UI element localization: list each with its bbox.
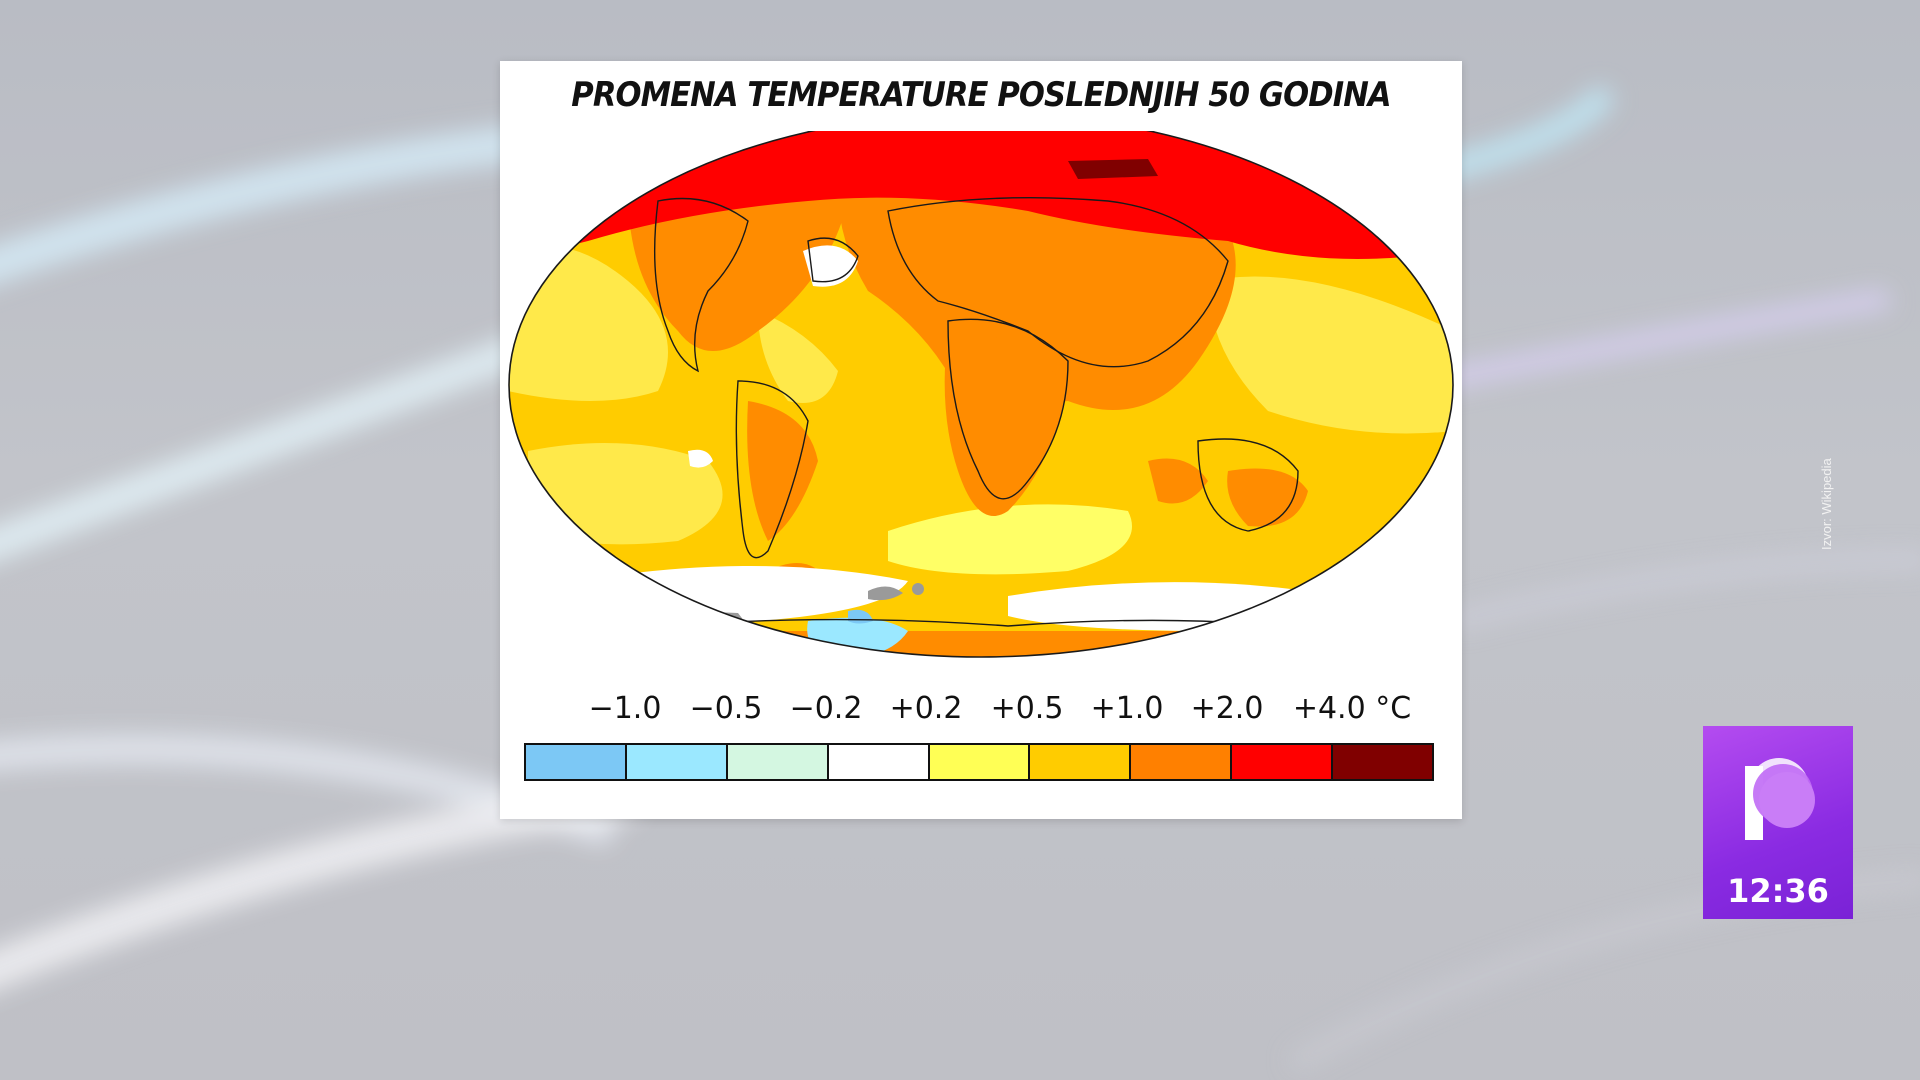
clock-time: 12:36 — [1727, 872, 1829, 910]
legend-label: +0.5 — [990, 691, 1064, 726]
legend-swatch — [1333, 745, 1433, 779]
legend-labels: −1.0 −0.5 −0.2 +0.2 +0.5 +1.0 +2.0 +4.0 … — [500, 691, 1462, 731]
channel-logo-box: 12:36 — [1703, 726, 1853, 919]
color-legend-bar — [524, 743, 1434, 781]
source-credit: Izvor: Wikipedia — [1819, 458, 1834, 550]
legend-swatch — [828, 745, 930, 779]
map-title: PROMENA TEMPERATURE POSLEDNJIH 50 GODINA — [571, 75, 1391, 115]
channel-logo-icon — [1745, 758, 1815, 840]
legend-label: −0.5 — [689, 691, 763, 726]
temperature-map-card: PROMENA TEMPERATURE POSLEDNJIH 50 GODINA — [500, 61, 1462, 819]
legend-swatch — [929, 745, 1031, 779]
legend-swatch — [626, 745, 728, 779]
legend-label: +4.0 °C — [1292, 691, 1412, 726]
legend-swatch — [526, 745, 627, 779]
legend-label: −1.0 — [588, 691, 662, 726]
legend-swatch — [1232, 745, 1334, 779]
legend-label: +1.0 — [1090, 691, 1164, 726]
legend-label: +0.2 — [889, 691, 963, 726]
legend-swatch — [1131, 745, 1233, 779]
world-temperature-map — [508, 131, 1454, 658]
legend-label: +2.0 — [1190, 691, 1264, 726]
legend-swatch — [1030, 745, 1132, 779]
legend-swatch — [727, 745, 829, 779]
legend-label: −0.2 — [789, 691, 863, 726]
